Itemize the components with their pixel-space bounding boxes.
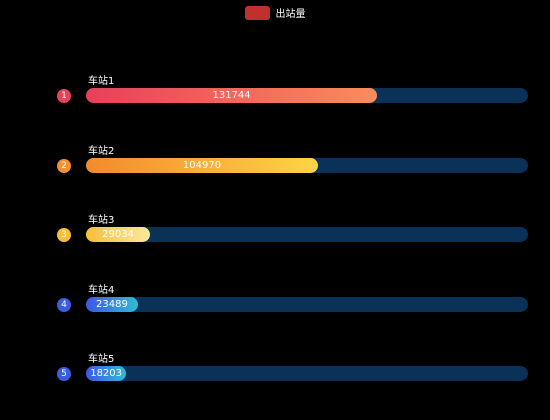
bar[interactable] <box>86 297 138 312</box>
category-label: 车站2 <box>88 146 115 157</box>
rank-badge: 4 <box>57 298 71 312</box>
bar[interactable] <box>86 158 318 173</box>
data-label: 18203 <box>90 368 123 379</box>
data-label: 104970 <box>182 160 222 171</box>
bar[interactable] <box>86 88 378 103</box>
data-label: 23489 <box>96 299 128 310</box>
bar-track: 104970 <box>86 158 528 173</box>
bar-track: 131744 <box>86 88 528 103</box>
rank-badge: 1 <box>57 89 71 103</box>
category-label: 车站5 <box>88 354 115 365</box>
legend[interactable]: 出站量 <box>0 5 550 20</box>
bar-row: 1 车站1 131744 <box>0 70 550 110</box>
legend-swatch <box>244 5 270 20</box>
bar-track: 29034 <box>86 227 528 242</box>
data-label: 29034 <box>102 229 134 240</box>
category-label: 车站4 <box>88 285 115 296</box>
legend-label: 出站量 <box>275 9 306 20</box>
bar-row: 2 车站2 104970 <box>0 140 550 180</box>
rank-badge: 2 <box>57 159 71 173</box>
bar[interactable] <box>86 227 151 242</box>
bar-track: 18203 <box>86 366 528 381</box>
bar[interactable] <box>86 366 127 381</box>
rank-badge: 3 <box>57 228 71 242</box>
bar-row: 4 车站4 23489 <box>0 279 550 319</box>
bar-row: 5 车站5 18203 <box>0 348 550 388</box>
rank-badge: 5 <box>57 367 71 381</box>
data-label: 131744 <box>212 90 251 101</box>
category-label: 车站3 <box>88 215 115 226</box>
bar-track: 23489 <box>86 297 528 312</box>
bar-row: 3 车站3 29034 <box>0 209 550 249</box>
category-label: 车站1 <box>88 76 115 87</box>
